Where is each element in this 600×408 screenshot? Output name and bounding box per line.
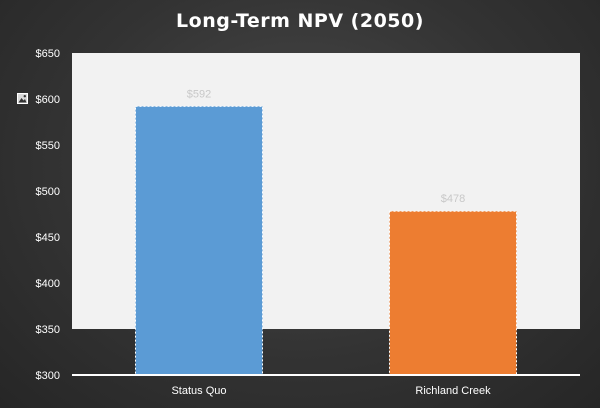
bar	[135, 105, 263, 376]
y-tick-label: $400	[36, 278, 60, 290]
image-icon	[17, 93, 28, 104]
bar	[389, 210, 517, 376]
category-label: Richland Creek	[415, 385, 491, 397]
data-label: $592	[187, 88, 211, 100]
data-label: $478	[441, 193, 465, 205]
y-tick-label: $500	[36, 186, 60, 198]
y-tick-label: $300	[36, 370, 60, 382]
y-tick-label: $650	[36, 48, 60, 60]
y-tick-label: $550	[36, 140, 60, 152]
y-tick-label: $450	[36, 232, 60, 244]
y-tick-label: $600	[36, 94, 60, 106]
chart-title: Long-Term NPV (2050)	[176, 10, 424, 32]
category-label: Status Quo	[171, 385, 226, 397]
y-tick-label: $350	[36, 324, 60, 336]
